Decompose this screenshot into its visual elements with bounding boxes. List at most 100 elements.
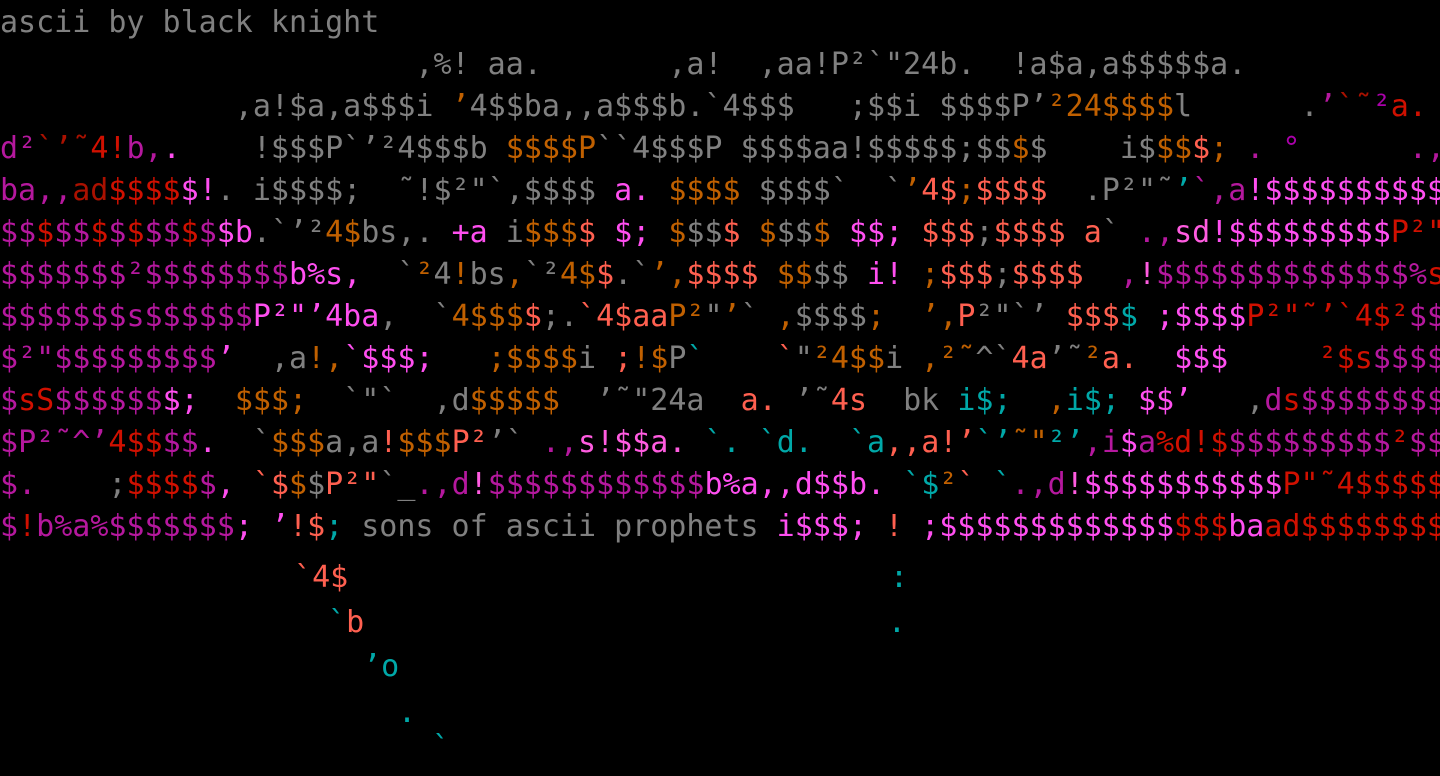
ascii-art-segment: " xyxy=(1427,215,1440,250)
ascii-art-segment: ., xyxy=(1119,215,1175,250)
ascii-art-segment: . xyxy=(18,467,37,502)
ascii-art-row: `4$ : xyxy=(294,557,908,600)
ascii-art-segment: ² xyxy=(36,425,55,460)
ascii-art-segment: ^ xyxy=(72,425,91,460)
ascii-art-segment: , xyxy=(144,131,163,166)
ascii-art-segment: , xyxy=(1083,425,1102,460)
ascii-art-segment: ’ xyxy=(361,131,380,166)
ascii-art-segment: ’ xyxy=(451,89,470,124)
ascii-art-segment: , xyxy=(505,257,524,292)
ascii-art-segment: ; xyxy=(867,299,886,334)
ascii-art-segment: $$$$$$$$$$$ xyxy=(1083,467,1283,502)
ascii-art-segment: b xyxy=(704,467,723,502)
ascii-art-segment: $$$$$$$ xyxy=(0,257,127,292)
ascii-art-segment: $$ xyxy=(812,467,849,502)
ascii-art-segment: ’ xyxy=(216,341,235,376)
ascii-art-segment: . xyxy=(668,425,705,460)
ascii-art-segment: $$$$ xyxy=(668,173,741,208)
ascii-art-segment: ; xyxy=(541,299,560,334)
ascii-art-segment: ` xyxy=(993,467,1012,502)
ascii-art-segment: ba xyxy=(0,173,37,208)
ascii-art-segment: ² xyxy=(1408,215,1427,250)
ascii-art-segment xyxy=(1156,341,1174,376)
ascii-art-segment: ; xyxy=(975,215,994,250)
ascii-art-segment: a xyxy=(867,425,886,460)
ascii-art-segment: " xyxy=(289,299,308,334)
ascii-art-segment: $ xyxy=(18,215,37,250)
ascii-art-segment: ’ xyxy=(1029,299,1048,334)
ascii-art-segment: . xyxy=(559,299,578,334)
ascii-art-segment: $$$$ xyxy=(1174,299,1247,334)
ascii-art-segment: " xyxy=(993,299,1012,334)
ascii-art-segment: b xyxy=(289,257,308,292)
ascii-art-segment: ` xyxy=(252,467,271,502)
ascii-art-segment xyxy=(596,215,614,250)
ascii-art-segment: ² xyxy=(939,341,958,376)
ascii-art-segment: ,, xyxy=(758,467,795,502)
ascii-art-row: ` xyxy=(432,727,450,770)
ascii-art-segment: ! xyxy=(307,341,326,376)
ascii-art-segment: 4ba xyxy=(325,299,380,334)
ascii-art-row: $sS$$$$$$$; $$$; `"` ,d$$$$$ ’˜"24a a. ’… xyxy=(0,380,1440,423)
ascii-art-segment xyxy=(867,383,903,418)
ascii-art-segment: , xyxy=(758,299,795,334)
ascii-art-segment: $ xyxy=(776,257,795,292)
ascii-art-segment: ` xyxy=(975,425,994,460)
ascii-art-segment: bs xyxy=(469,257,506,292)
ascii-art-segment: $$$ xyxy=(794,509,849,544)
ascii-art-segment: ’ xyxy=(487,425,506,460)
ascii-art-segment xyxy=(560,383,596,418)
ascii-art-segment: $$$$$$$$$$$$$$ xyxy=(1156,257,1409,292)
ascii-art-segment: ! xyxy=(939,425,958,460)
ascii-art-segment xyxy=(741,215,759,250)
ascii-art-segment: $$$ xyxy=(270,425,326,460)
ascii-art-segment: 4$$ba,,a$$$b.`4$$$ ;$$i $$$$P’ xyxy=(469,89,1048,124)
ascii-art-segment: $$$$$ xyxy=(1354,467,1440,502)
ascii-art-segment: . xyxy=(198,425,217,460)
ascii-art-segment: $ xyxy=(126,215,145,250)
ascii-art-row: ,a!$a,a$$$i ’4$$ba,,a$$$b.`4$$$ ;$$i $$$… xyxy=(0,86,1427,129)
ascii-art-segment: $ xyxy=(343,215,362,250)
ascii-art-segment: ’ xyxy=(1318,299,1337,334)
ascii-art-segment: a xyxy=(921,425,940,460)
ascii-art-segment: $ xyxy=(162,383,181,418)
ascii-art-segment: 4! xyxy=(90,131,127,166)
ascii-art-segment: ˜ xyxy=(957,341,976,376)
ascii-art-segment xyxy=(199,383,235,418)
ascii-art-segment: $ xyxy=(523,299,542,334)
ascii-art-segment: ., xyxy=(1011,467,1048,502)
ascii-art-segment: ’ xyxy=(993,425,1012,460)
ascii-art-segment: $ xyxy=(1011,131,1030,166)
ascii-art-segment: ² xyxy=(379,131,398,166)
ascii-art-segment: ; xyxy=(36,467,127,502)
ascii-art-segment: ’ xyxy=(307,299,326,334)
ascii-art-segment: 4$ xyxy=(559,257,597,292)
ascii-art-segment: " xyxy=(1137,173,1156,208)
ascii-art-segment: $$$$$$ xyxy=(54,383,163,418)
ascii-art-segment xyxy=(759,257,777,292)
ascii-art-segment: s xyxy=(1282,383,1301,418)
ascii-art-segment: $ xyxy=(54,215,73,250)
ascii-art-segment: $$$$ xyxy=(794,299,867,334)
ascii-art-segment: P xyxy=(451,425,470,460)
ascii-art-segment xyxy=(1228,341,1318,376)
ascii-art-segment: ; xyxy=(415,341,434,376)
ascii-art-segment: sd xyxy=(1174,215,1211,250)
ascii-art-segment: a xyxy=(1264,509,1283,544)
ascii-art-segment: " xyxy=(361,383,380,418)
ascii-art-segment: ˜!$ xyxy=(361,173,452,208)
ascii-art-segment: $ xyxy=(270,467,289,502)
ascii-art-segment: ’ xyxy=(1174,383,1193,418)
ascii-art-segment: $$$ xyxy=(921,215,976,250)
ascii-art-segment: ² xyxy=(18,341,37,376)
ascii-art-segment: $ xyxy=(794,257,813,292)
ascii-art-segment: a xyxy=(1029,341,1048,376)
ascii-art-segment: . xyxy=(1228,131,1283,166)
ascii-art-segment: ; xyxy=(1137,299,1175,334)
ascii-art-segment: a xyxy=(740,383,759,418)
ascii-art-segment: `, xyxy=(1192,173,1229,208)
ascii-art-segment: 4$ xyxy=(1354,299,1391,334)
ascii-art-segment: ! xyxy=(1210,215,1229,250)
ascii-art-segment: 4$$$ xyxy=(451,299,524,334)
ascii-art-segment: b xyxy=(848,467,867,502)
